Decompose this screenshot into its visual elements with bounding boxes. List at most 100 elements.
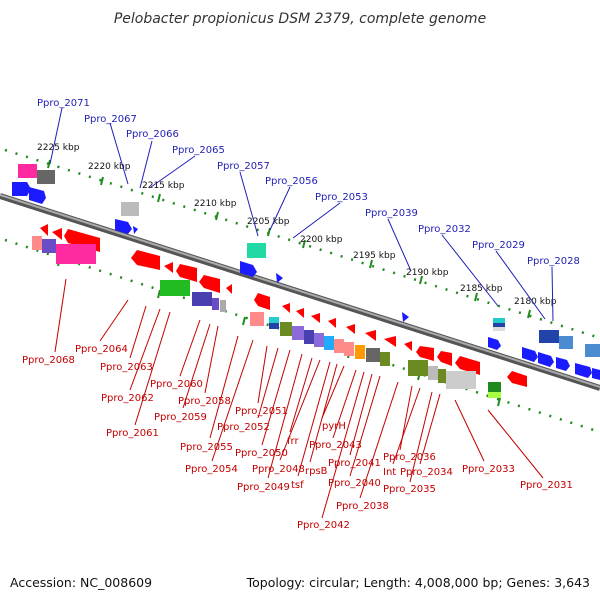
scale-label: 2185 kbp — [460, 284, 503, 294]
topology-text: Topology: circular; Length: 4,008,000 bp… — [246, 575, 590, 590]
gene-label[interactable]: Ppro_2048 — [252, 464, 305, 475]
gene-reverse — [311, 313, 320, 323]
feature-block — [18, 164, 37, 178]
gene-label[interactable]: Ppro_2058 — [178, 396, 231, 407]
feature-block — [42, 239, 56, 253]
gene-reverse — [437, 351, 452, 366]
gene-forward — [522, 347, 538, 362]
feature-block — [380, 352, 390, 366]
feature-block — [121, 202, 139, 216]
scale-label: 2215 kbp — [142, 181, 185, 191]
gene-reverse — [176, 264, 197, 282]
feature-block — [488, 382, 501, 392]
scale-label: 2205 kbp — [247, 217, 290, 227]
gene-label[interactable]: Ppro_2028 — [527, 256, 580, 267]
feature-block — [559, 336, 573, 349]
gene-label[interactable]: Ppro_2064 — [75, 344, 128, 355]
gene-reverse — [164, 262, 173, 273]
gene-reverse — [254, 293, 270, 310]
gene-label[interactable]: Ppro_2040 — [328, 478, 381, 489]
feature-block — [366, 348, 380, 362]
feature-block — [314, 333, 324, 347]
feature-block — [280, 322, 292, 336]
feature-block — [488, 392, 501, 398]
gene-label[interactable]: Ppro_2061 — [106, 428, 159, 439]
gene-label[interactable]: pyrH — [322, 421, 346, 432]
gene-label[interactable]: Int — [383, 467, 396, 478]
gene-label[interactable]: Ppro_2071 — [37, 98, 90, 109]
gene-label[interactable]: Ppro_2049 — [237, 482, 290, 493]
gene-label[interactable]: Ppro_2051 — [235, 406, 288, 417]
feature-block — [269, 323, 279, 329]
gene-label[interactable]: Ppro_2055 — [180, 442, 233, 453]
feature-block — [212, 298, 219, 310]
gene-label[interactable]: Ppro_2062 — [101, 393, 154, 404]
gene-label[interactable]: Ppro_2039 — [365, 208, 418, 219]
gene-forward — [538, 352, 554, 367]
gene-label[interactable]: Ppro_2066 — [126, 129, 179, 140]
gene-label[interactable]: frr — [287, 436, 299, 447]
gene-label[interactable]: Ppro_2068 — [22, 355, 75, 366]
feature-block — [32, 236, 42, 250]
gene-label[interactable]: Ppro_2041 — [328, 458, 381, 469]
scale-label: 2210 kbp — [194, 199, 237, 209]
feature-block — [250, 312, 264, 326]
gene-label[interactable]: tsf — [291, 480, 304, 491]
feature-block — [344, 342, 354, 356]
gene-label[interactable]: Ppro_2042 — [297, 520, 350, 531]
feature-block — [192, 292, 212, 306]
gene-label[interactable]: Ppro_2065 — [172, 145, 225, 156]
feature-block — [160, 280, 190, 296]
gene-forward — [133, 226, 138, 234]
feature-block — [334, 339, 344, 353]
forward-genes — [12, 182, 600, 380]
scale-label: 2220 kbp — [88, 162, 131, 172]
scale-label: 2200 kbp — [300, 235, 343, 245]
gene-forward — [240, 261, 257, 277]
gene-reverse — [226, 284, 232, 294]
gene-reverse — [131, 250, 160, 270]
feature-block — [324, 336, 334, 350]
gene-label[interactable]: Ppro_2052 — [217, 422, 270, 433]
gene-label[interactable]: Ppro_2067 — [84, 114, 137, 125]
gene-label[interactable]: Ppro_2060 — [150, 379, 203, 390]
gene-label[interactable]: Ppro_2029 — [472, 240, 525, 251]
accession-text: Accession: NC_008609 — [10, 575, 152, 590]
gene-label[interactable]: Ppro_2031 — [520, 480, 573, 491]
gene-label[interactable]: Ppro_2053 — [315, 192, 368, 203]
gene-label[interactable]: Ppro_2063 — [100, 362, 153, 373]
gene-label[interactable]: Ppro_2056 — [265, 176, 318, 187]
feature-block — [493, 327, 505, 331]
feature-block — [446, 371, 476, 389]
gene-label[interactable]: Ppro_2057 — [217, 161, 270, 172]
gene-label[interactable]: Ppro_2033 — [462, 464, 515, 475]
gene-label[interactable]: Ppro_2050 — [235, 448, 288, 459]
gene-label[interactable]: Ppro_2035 — [383, 484, 436, 495]
gene-label[interactable]: Ppro_2036 — [383, 452, 436, 463]
feature-block — [493, 323, 505, 327]
gene-reverse — [328, 318, 336, 328]
gene-forward — [402, 312, 409, 322]
feature-block — [269, 317, 279, 323]
gene-forward — [12, 182, 31, 196]
feature-block — [585, 344, 600, 357]
gene-reverse — [199, 275, 220, 293]
gene-label[interactable]: Ppro_2043 — [309, 440, 362, 451]
gene-label[interactable]: rpsB — [305, 466, 328, 477]
gene-label[interactable]: Ppro_2054 — [185, 464, 238, 475]
feature-block — [292, 326, 304, 340]
gene-forward — [488, 337, 501, 350]
gene-reverse — [40, 224, 48, 236]
feature-block — [37, 170, 55, 184]
scale-label: 2190 kbp — [406, 268, 449, 278]
gene-label[interactable]: Ppro_2032 — [418, 224, 471, 235]
gene-forward — [115, 219, 132, 234]
gene-reverse — [455, 356, 480, 375]
map-title: Pelobacter propionicus DSM 2379, complet… — [114, 11, 486, 27]
gene-reverse — [507, 371, 527, 387]
gene-reverse — [365, 330, 376, 341]
gene-label[interactable]: Ppro_2034 — [400, 467, 453, 478]
feature-block — [355, 345, 365, 359]
gene-label[interactable]: Ppro_2038 — [336, 501, 389, 512]
gene-label[interactable]: Ppro_2059 — [154, 412, 207, 423]
